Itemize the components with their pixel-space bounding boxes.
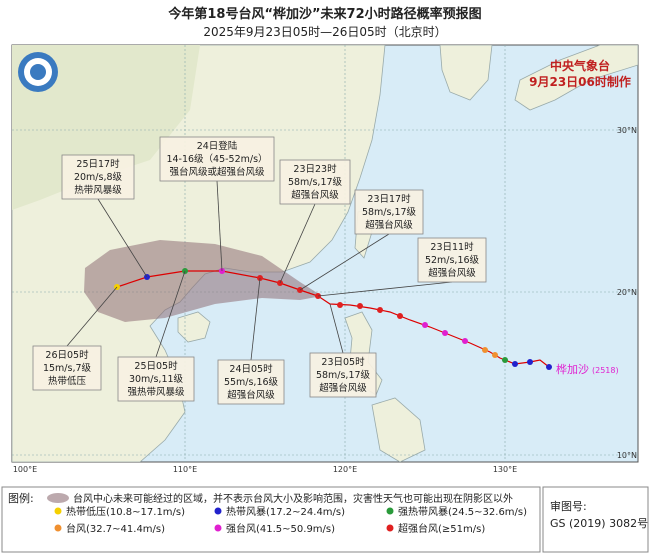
approval-label: 审图号: <box>550 499 587 513</box>
lon-label: 100°E <box>13 465 37 474</box>
legend-title: 图例: <box>8 491 34 505</box>
annotation-text: 强热带风暴级 <box>127 386 185 398</box>
legend-item: 台风(32.7~41.4m/s) <box>66 522 165 535</box>
annotation-text: 58m/s,17级 <box>362 206 417 218</box>
legend-cone-note: 台风中心未来可能经过的区域，并不表示台风大小及影响范围，灾害性天气也可能出现在阴… <box>73 492 513 505</box>
annotation-text: 58m/s,17级 <box>316 369 371 381</box>
leader-line <box>66 286 118 347</box>
lon-label: 120°E <box>333 465 357 474</box>
annotation-text: 超强台风级 <box>365 219 413 231</box>
annotation-text: 热带风暴级 <box>74 184 122 196</box>
lon-label: 110°E <box>173 465 197 474</box>
leader-line <box>250 277 261 361</box>
lat-label: 20°N <box>617 288 637 297</box>
agency-name: 中央气象台 <box>550 58 610 73</box>
leader-line <box>329 303 344 354</box>
annotation-text: 24日05时 <box>229 363 273 375</box>
title: 今年第18号台风“桦加沙”未来72小时路径概率预报图 <box>167 6 481 22</box>
legend-dot <box>54 507 62 515</box>
track-points <box>114 268 552 370</box>
agency-issued: 9月23日06时制作 <box>529 74 631 89</box>
annotation-text: 超强台风级 <box>319 382 367 394</box>
leader-line <box>299 233 390 291</box>
annotation-box <box>32 345 102 391</box>
annotation-text: 24日登陆 <box>197 140 238 152</box>
annotation-text: 14-16级（45-52m/s） <box>166 153 267 165</box>
annotation-text: 强台风级或超强台风级 <box>169 166 265 178</box>
leader-line <box>97 198 148 278</box>
annotation-text: 超强台风级 <box>428 267 476 279</box>
annotation-box <box>417 237 487 283</box>
subtitle: 2025年9月23日05时—26日05时（北京时） <box>203 25 446 39</box>
annotation-text: 26日05时 <box>45 349 89 361</box>
leader-line <box>155 270 186 358</box>
map-frame: 中央气象台 9月23日06时制作 桦加沙 (2518) <box>11 44 639 463</box>
annotation-box <box>354 189 424 235</box>
annotation-box <box>61 154 135 200</box>
storm-name: 桦加沙 (2518) <box>556 362 619 376</box>
legend-item: 强热带风暴(24.5~32.6m/s) <box>398 505 527 518</box>
leader-line <box>317 281 453 297</box>
legend-dot <box>386 507 394 515</box>
legend-item: 热带风暴(17.2~24.4m/s) <box>226 505 345 518</box>
approval-code: GS (2019) 3082号 <box>550 517 648 530</box>
lon-label: 130°E <box>493 465 517 474</box>
annotation-text: 热带低压 <box>48 375 87 387</box>
annotation-box <box>159 136 275 182</box>
annotation-text: 超强台风级 <box>291 189 339 201</box>
legend-item: 热带低压(10.8~17.1m/s) <box>66 505 185 518</box>
axis-labels: 100°E 110°E 120°E 130°E 30°N 20°N 10°N <box>13 126 637 474</box>
annotation-text: 20m/s,8级 <box>74 171 123 183</box>
annotation-text: 23日11时 <box>430 241 474 253</box>
annotation-text: 52m/s,16级 <box>425 254 480 266</box>
legend-dot <box>214 524 222 532</box>
annotation-text: 超强台风级 <box>227 389 275 401</box>
lat-label: 10°N <box>617 451 637 460</box>
annotation-text: 23日23时 <box>293 163 337 175</box>
annotation-text: 25日05时 <box>134 360 178 372</box>
annotation-text: 23日17时 <box>367 193 411 205</box>
logo <box>18 52 58 92</box>
storm-code: (2518) <box>592 366 619 375</box>
storm-name-text: 桦加沙 <box>556 362 589 376</box>
leader-line <box>279 203 316 284</box>
legend: 图例: 台风中心未来可能经过的区域，并不表示台风大小及影响范围，灾害性天气也可能… <box>1 486 649 553</box>
lat-label: 30°N <box>617 126 637 135</box>
annotation-text: 15m/s,7级 <box>43 362 92 374</box>
legend-item: 超强台风(≥51m/s) <box>398 522 485 535</box>
legend-dot <box>214 507 222 515</box>
legend-item: 强台风(41.5~50.9m/s) <box>226 522 335 535</box>
annotation-text: 58m/s,17级 <box>288 176 343 188</box>
annotation-text: 25日17时 <box>76 158 120 170</box>
legend-dot <box>386 524 394 532</box>
annotation-text: 55m/s,16级 <box>224 376 279 388</box>
annotation-box <box>217 359 285 405</box>
annotation-box <box>309 352 377 398</box>
probability-cone <box>84 240 322 322</box>
annotation-box <box>279 159 351 205</box>
annotation-text: 30m/s,11级 <box>129 373 184 385</box>
annotation-box <box>117 356 195 402</box>
annotation-text: 23日05时 <box>321 356 365 368</box>
leader-line <box>216 180 223 272</box>
legend-dot <box>54 524 62 532</box>
